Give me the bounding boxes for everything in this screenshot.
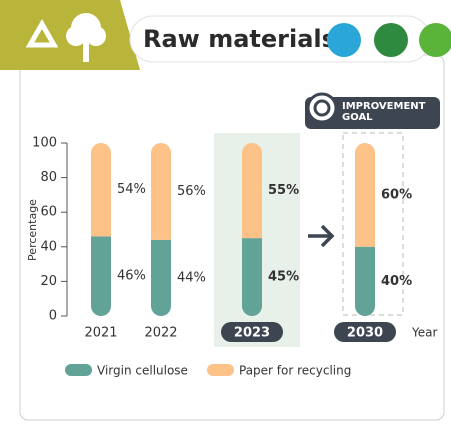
goal-box bbox=[342, 132, 404, 316]
bar-segment bbox=[91, 236, 111, 316]
year-pill bbox=[221, 322, 283, 342]
icon-eye bbox=[374, 23, 408, 57]
bar-segment bbox=[242, 238, 262, 316]
bar-segment bbox=[355, 246, 375, 316]
bar-segment bbox=[242, 143, 262, 239]
icon-tree bbox=[419, 23, 451, 57]
x-tick-label: 2021 bbox=[84, 326, 117, 341]
target-ring bbox=[313, 99, 331, 117]
bar-segment bbox=[151, 143, 171, 240]
bar-segment bbox=[355, 143, 375, 247]
legend-swatch bbox=[207, 364, 234, 376]
legend-label: Paper for recycling bbox=[239, 364, 351, 378]
y-tick-label: 80 bbox=[40, 170, 57, 185]
arrow bbox=[308, 224, 335, 248]
y-axis-label: Percentage bbox=[26, 199, 39, 261]
legend-label: Virgin cellulose bbox=[97, 364, 188, 378]
tree-icon bbox=[66, 13, 106, 62]
icon-water bbox=[327, 23, 361, 57]
chart-title: Raw materials bbox=[143, 25, 336, 53]
value-label: 45% bbox=[268, 270, 299, 285]
x-tick-label: 2022 bbox=[144, 326, 177, 341]
y-tick-label: 100 bbox=[32, 136, 57, 151]
value-label: 54% bbox=[117, 182, 146, 197]
x-axis-label: Year bbox=[411, 326, 437, 340]
bar-segment bbox=[91, 143, 111, 237]
y-tick-label: 0 bbox=[49, 309, 57, 324]
value-label: 44% bbox=[177, 270, 206, 285]
value-label: 46% bbox=[117, 269, 146, 284]
year-pill bbox=[334, 322, 396, 342]
y-tick-label: 40 bbox=[40, 239, 57, 254]
target-icon bbox=[306, 92, 338, 124]
value-label: 40% bbox=[381, 274, 412, 289]
value-label: 56% bbox=[177, 184, 206, 199]
x-tick-label: 2030 bbox=[347, 326, 383, 341]
goal-badge bbox=[305, 97, 440, 129]
legend-swatch bbox=[65, 364, 92, 376]
goal-label-box: IMPROVEMENT GOAL bbox=[342, 101, 426, 123]
recycle-icon bbox=[25, 18, 59, 48]
y-tick-label: 60 bbox=[40, 205, 57, 220]
value-label: 60% bbox=[381, 187, 412, 202]
value-label: 55% bbox=[268, 183, 299, 198]
bar-segment bbox=[151, 239, 171, 316]
x-tick-label: 2023 bbox=[234, 326, 270, 341]
y-tick-label: 20 bbox=[40, 274, 57, 289]
goal-label: IMPROVEMENT GOAL bbox=[342, 101, 426, 123]
